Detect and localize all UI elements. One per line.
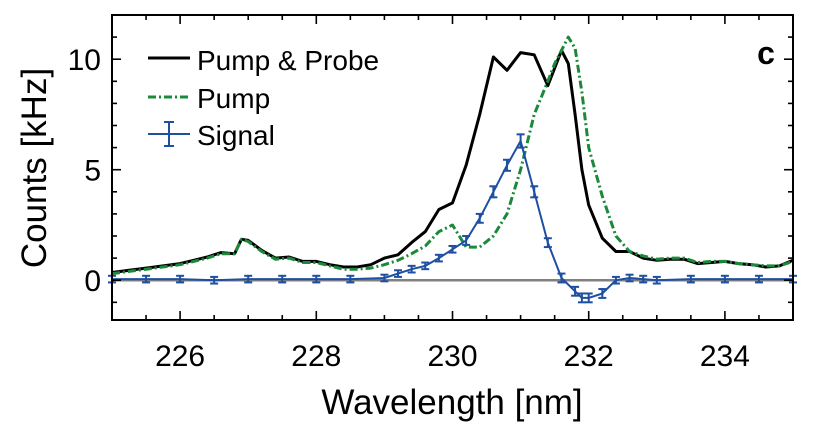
error-bar-signal bbox=[639, 274, 648, 284]
error-bar-signal bbox=[502, 158, 511, 172]
error-bar-signal bbox=[142, 274, 151, 284]
x-tick-label: 230 bbox=[427, 340, 477, 373]
error-bar-signal bbox=[686, 274, 695, 284]
error-bar-signal bbox=[516, 133, 525, 149]
error-bar-signal bbox=[244, 274, 253, 284]
error-bar-signal bbox=[577, 292, 586, 304]
series-line-pump bbox=[111, 35, 794, 276]
error-bar-signal bbox=[448, 244, 457, 254]
y-axis-label: Counts [kHz] bbox=[15, 68, 54, 268]
legend-signal-swatch bbox=[148, 121, 190, 147]
legend: Pump & Probe Pump Signal bbox=[148, 45, 379, 151]
panel-label: c bbox=[757, 35, 775, 71]
error-bar-signal bbox=[421, 261, 430, 271]
error-bar-signal bbox=[754, 274, 763, 284]
error-bar-signal bbox=[720, 274, 729, 284]
x-axis-label: Wavelength [nm] bbox=[321, 383, 582, 422]
x-tick-label: 232 bbox=[564, 340, 614, 373]
plot-content bbox=[108, 35, 797, 304]
series-line-signal bbox=[112, 140, 793, 299]
legend-pump-label: Pump bbox=[197, 83, 270, 114]
error-bar-signal bbox=[530, 185, 539, 199]
error-bar-signal bbox=[462, 235, 471, 246]
y-tick-label: 5 bbox=[84, 155, 101, 188]
x-tick-label: 228 bbox=[291, 340, 341, 373]
x-tick-label: 226 bbox=[155, 340, 205, 373]
error-bar-signal bbox=[489, 185, 498, 199]
error-bar-signal bbox=[652, 275, 661, 285]
error-bar-signal bbox=[394, 269, 403, 278]
error-bar-signal bbox=[346, 274, 355, 284]
axis-ticks: 226 228 230 232 234 0 5 10 bbox=[68, 15, 794, 373]
error-bar-signal bbox=[625, 273, 634, 283]
error-bar-signal bbox=[278, 274, 287, 284]
error-bar-signal bbox=[176, 274, 185, 284]
error-bar-signal bbox=[380, 273, 389, 283]
error-bar-signal bbox=[584, 292, 593, 304]
error-bar-signal bbox=[611, 275, 620, 285]
y-tick-label: 0 bbox=[84, 265, 101, 298]
error-bar-signal bbox=[434, 253, 443, 263]
error-bar-signal bbox=[598, 288, 607, 299]
legend-signal-label: Signal bbox=[197, 120, 275, 151]
error-bar-signal bbox=[557, 272, 566, 284]
error-bar-signal bbox=[543, 237, 552, 249]
y-tick-label: 10 bbox=[68, 44, 101, 77]
legend-pump-probe-label: Pump & Probe bbox=[197, 45, 379, 76]
error-bar-signal bbox=[571, 285, 580, 297]
x-tick-label: 234 bbox=[700, 340, 750, 373]
error-bar-signal bbox=[407, 264, 416, 274]
error-bar-signal bbox=[312, 274, 321, 284]
error-bar-signal bbox=[210, 275, 219, 285]
error-bar-signal bbox=[475, 212, 484, 224]
